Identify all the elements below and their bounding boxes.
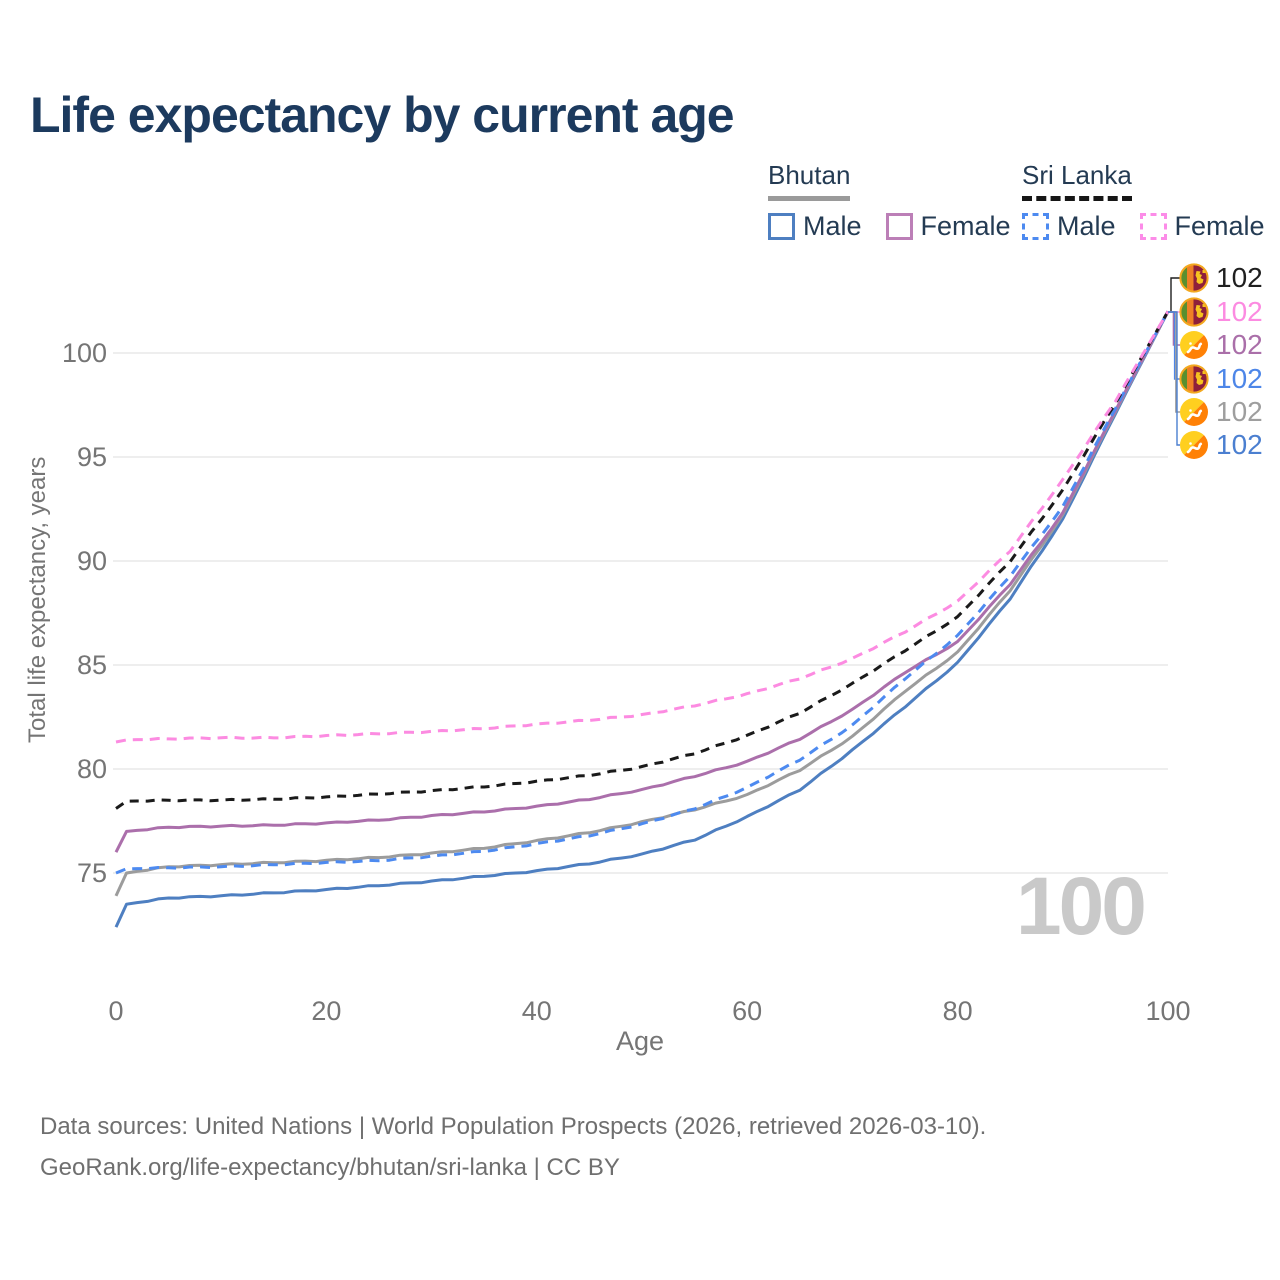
legend-header-sri-lanka[interactable]: Sri Lanka — [1022, 160, 1132, 201]
legend-items-sri-lanka: Male Female — [1022, 211, 1265, 242]
sri-lanka-female-swatch-icon — [1139, 213, 1167, 240]
series-line-bhutan-female[interactable] — [114, 310, 1170, 853]
sri-lanka-male-swatch-icon — [1022, 213, 1049, 240]
bhutan-male-swatch-icon — [768, 213, 795, 240]
series-line-bhutan-male[interactable] — [114, 310, 1170, 928]
end-label-connector-5 — [1168, 311, 1180, 446]
footer-url[interactable]: GeoRank.org/life-expectancy/bhutan/sri-l… — [40, 1154, 620, 1181]
bhutan-female-swatch-icon — [885, 213, 913, 240]
footer: Data sources: United Nations | World Pop… — [40, 1106, 986, 1188]
legend-item-sri-lanka-male[interactable]: Male — [1022, 211, 1116, 242]
footer-data-sources: Data sources: United Nations | World Pop… — [40, 1113, 987, 1140]
legend-label-bhutan-female: Female — [920, 211, 1011, 241]
legend-item-bhutan-female[interactable]: Female — [885, 211, 1011, 242]
end-label-connector-0 — [1168, 277, 1180, 313]
series-line-sri-lanka-female[interactable] — [115, 310, 1170, 744]
legend-label-bhutan-male: Male — [803, 211, 862, 241]
x-axis-title: Age — [615, 1026, 665, 1056]
legend-label-sri-lanka-male: Male — [1057, 211, 1116, 241]
legend-group-bhutan: Bhutan Male Female — [768, 160, 1011, 242]
legend-header-bhutan[interactable]: Bhutan — [768, 160, 851, 201]
page-title: Life expectancy by current age — [30, 87, 735, 143]
series-line-sri-lanka-male[interactable] — [115, 310, 1170, 875]
legend-group-sri-lanka: Sri Lanka Male Female — [1022, 160, 1265, 242]
legend-label-sri-lanka-female: Female — [1174, 211, 1265, 241]
series-line-bhutan[interactable] — [114, 310, 1170, 897]
age-frame-watermark: 100 — [1016, 861, 1147, 952]
series-line-sri-lanka[interactable] — [115, 310, 1170, 810]
legend-item-sri-lanka-female[interactable]: Female — [1139, 211, 1265, 242]
legend-items-bhutan: Male Female — [768, 211, 1011, 242]
legend-item-bhutan-male[interactable]: Male — [768, 211, 862, 242]
